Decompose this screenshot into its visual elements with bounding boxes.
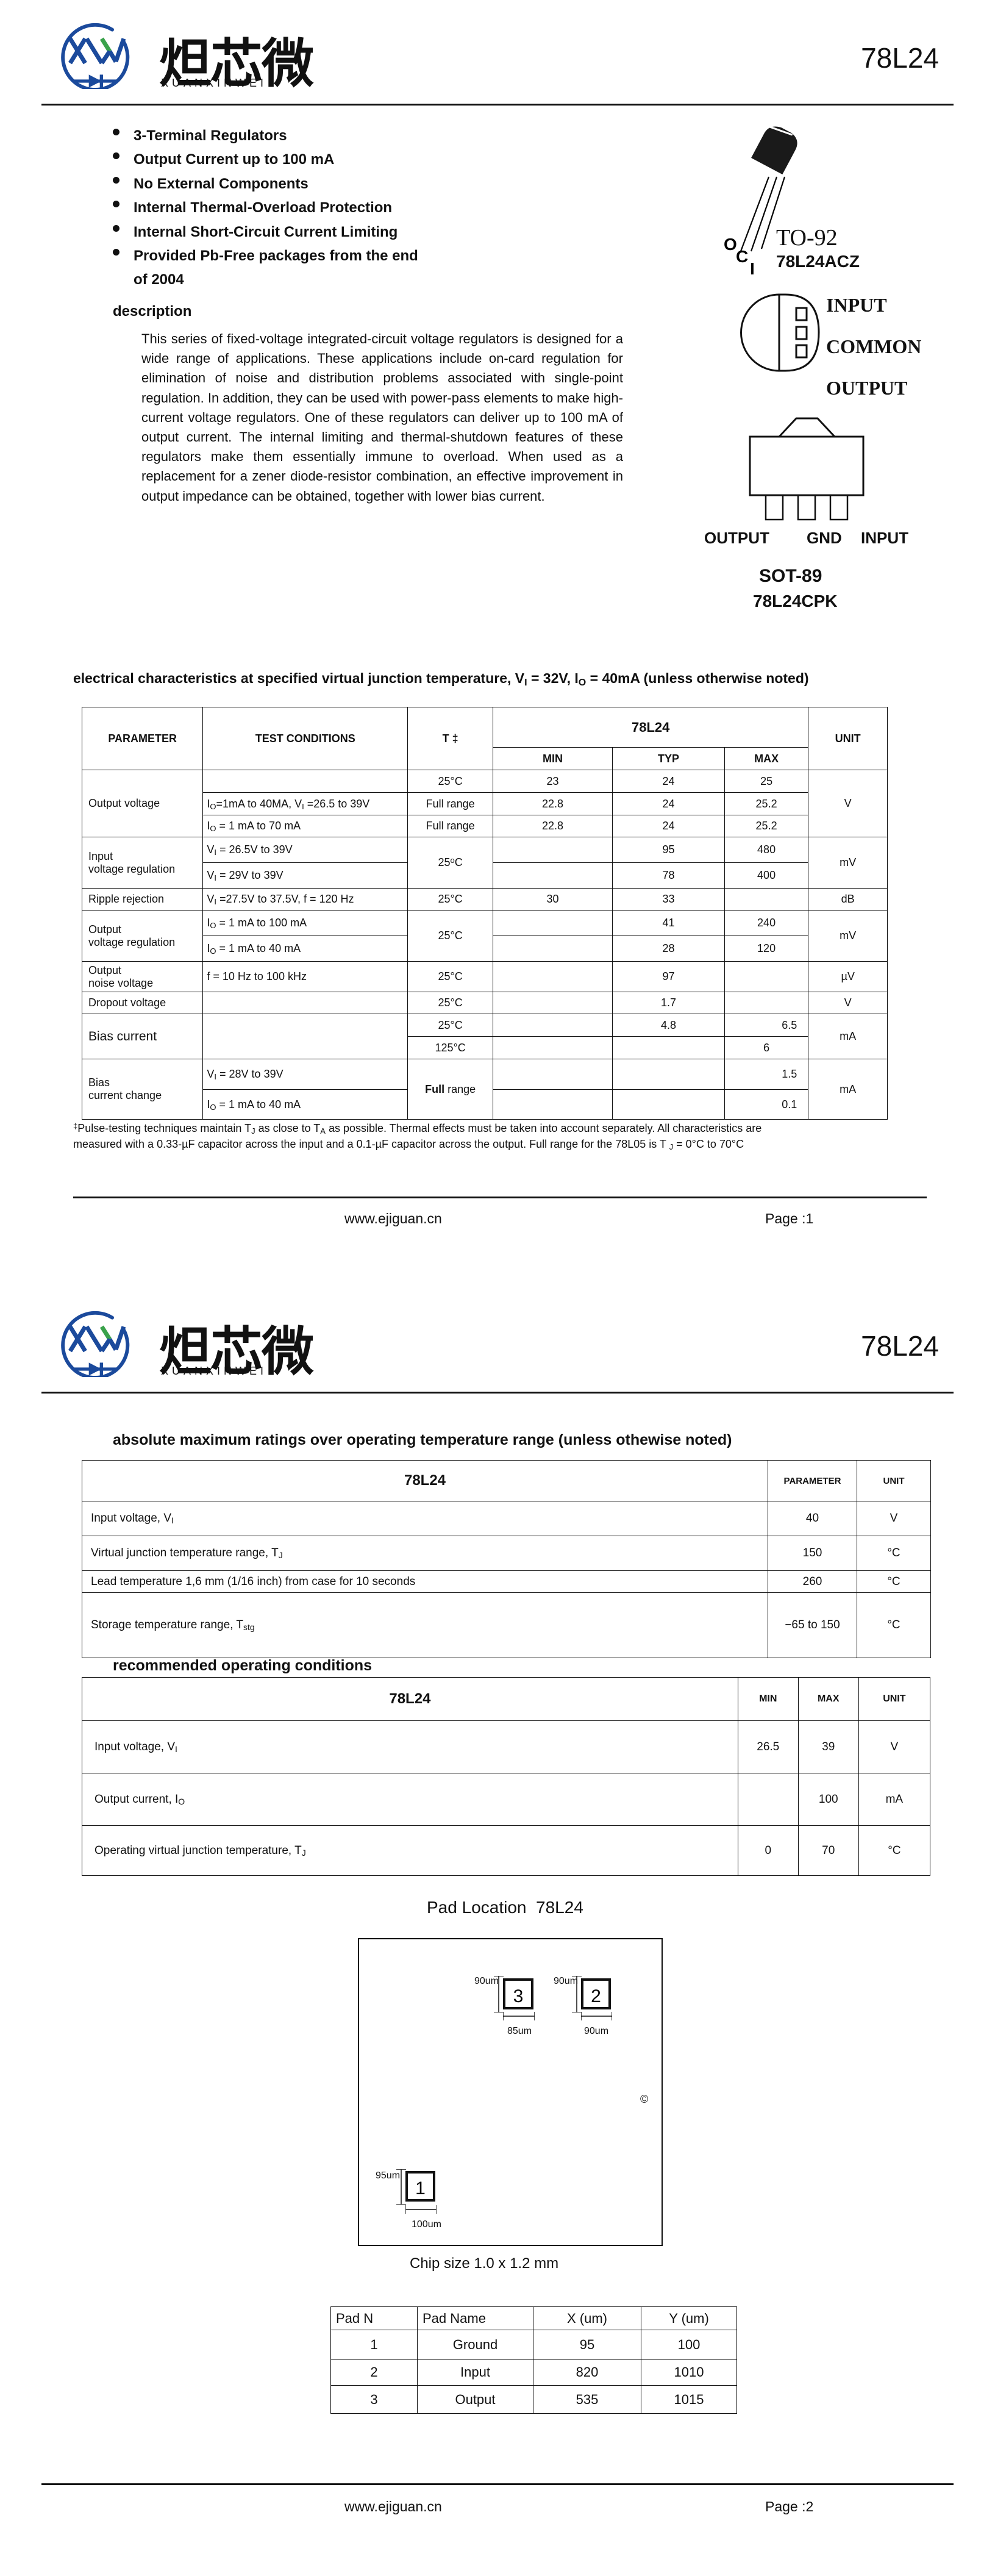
svg-text:I: I	[750, 259, 755, 274]
svg-text:O: O	[724, 235, 737, 254]
svg-text:C: C	[736, 247, 748, 266]
